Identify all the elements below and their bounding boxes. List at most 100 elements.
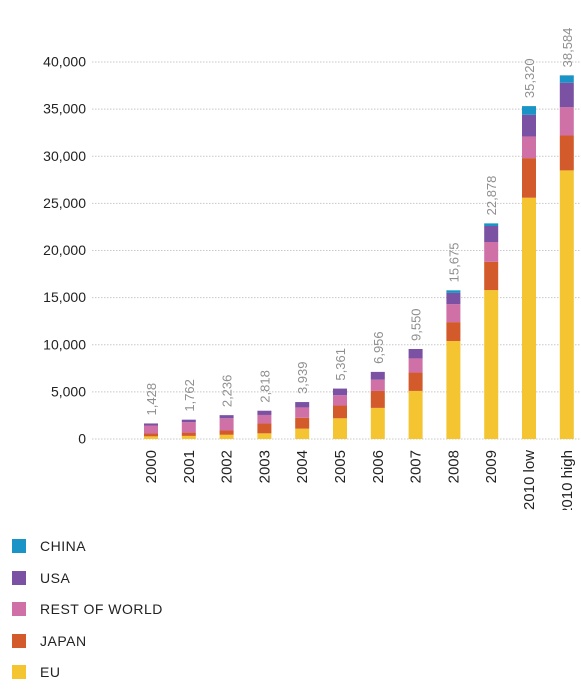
- y-tick-label: 40,000: [43, 54, 86, 70]
- bar-segment: [484, 223, 499, 226]
- legend-item-rest-of-world: REST OF WORLD: [12, 601, 163, 633]
- x-tick-label: 2000: [143, 450, 160, 483]
- bar-segment: [559, 75, 574, 83]
- bar-segment: [295, 407, 310, 418]
- bar-segment: [257, 433, 272, 439]
- total-label: 1,762: [182, 379, 197, 412]
- x-tick-label: 2002: [219, 450, 236, 483]
- bar-segment: [257, 423, 272, 434]
- bar-segment: [144, 433, 158, 437]
- bar-segment: [333, 388, 347, 396]
- bar-segment: [522, 136, 536, 159]
- legend: CHINA USA REST OF WORLD JAPAN EU: [12, 538, 163, 696]
- x-tick-label: 2008: [445, 450, 462, 483]
- bar-segment: [559, 82, 574, 108]
- legend-label: USA: [40, 569, 71, 586]
- bar-segment: [559, 135, 574, 171]
- total-label: 2,236: [220, 375, 235, 408]
- stacked-bar-chart: 0 5,000 10,000 15,000 20,000 25,000 30,000 35,0…: [43, 28, 581, 510]
- legend-swatch-eu: [12, 665, 26, 679]
- bar-segment: [408, 372, 423, 391]
- gridlines: [92, 61, 581, 440]
- bar-segment: [370, 371, 385, 380]
- bar-segment: [370, 390, 385, 408]
- bar-segment: [144, 423, 158, 426]
- x-tick-label: 2004: [294, 450, 311, 483]
- bar-segment: [181, 432, 196, 436]
- bar-segment: [295, 402, 310, 408]
- bar-segment: [522, 158, 536, 198]
- y-tick-label: 25,000: [43, 195, 86, 211]
- bar-segment: [295, 428, 310, 439]
- legend-swatch-rest-of-world: [12, 602, 26, 616]
- legend-label: EU: [40, 664, 61, 680]
- legend-item-usa: USA: [12, 570, 163, 602]
- bar-segment: [484, 242, 499, 262]
- bar-segment: [181, 435, 196, 439]
- bar-segment: [408, 390, 423, 439]
- bar-segment: [370, 379, 385, 391]
- legend-label: CHINA: [40, 538, 87, 554]
- y-tick-label: 30,000: [43, 148, 86, 164]
- bar-segment: [144, 425, 158, 434]
- total-labels: 1,428 1,762 2,236 2,818 3,939 5,361 6,956 9,550…: [144, 28, 575, 416]
- y-tick-label: 20,000: [43, 242, 86, 258]
- y-tick-label: 10,000: [43, 336, 86, 352]
- x-axis-ticks: 2000 2001 2002 2003 2004 2005 2006 2007 2008 2009…: [143, 450, 576, 510]
- bar-segment: [559, 170, 574, 439]
- x-tick-label: 2006: [370, 450, 387, 483]
- bar-segment: [219, 415, 234, 419]
- bar-segment: [446, 322, 461, 341]
- bar-segment: [333, 418, 347, 439]
- x-tick-label: 2003: [256, 450, 273, 483]
- bar-segment: [257, 410, 272, 415]
- total-label: 38,584: [560, 28, 575, 68]
- y-axis-ticks: 0 5,000 10,000 15,000 20,000 25,000 30,000 35,0…: [43, 54, 86, 447]
- total-label: 1,428: [144, 383, 159, 416]
- y-tick-label: 0: [78, 431, 86, 447]
- total-label: 9,550: [409, 308, 424, 341]
- legend-item-japan: JAPAN: [12, 633, 163, 665]
- total-label: 2,818: [257, 370, 272, 403]
- bar-segment: [219, 434, 234, 439]
- bar-segment: [522, 197, 536, 439]
- x-tick-label: 2007: [408, 450, 425, 483]
- legend-label: REST OF WORLD: [40, 601, 163, 617]
- y-tick-label: 35,000: [43, 101, 86, 117]
- bar-segment: [408, 358, 423, 373]
- legend-label: JAPAN: [40, 632, 87, 649]
- bar-segment: [219, 418, 234, 431]
- legend-item-china: CHINA: [12, 538, 163, 570]
- bars: [144, 75, 574, 439]
- bar-segment: [295, 417, 310, 429]
- total-label: 3,939: [295, 362, 310, 395]
- total-label: 15,675: [446, 243, 461, 283]
- bar-segment: [370, 407, 385, 439]
- bar-segment: [219, 430, 234, 435]
- bar-segment: [446, 292, 461, 305]
- x-tick-label: 2010 low: [521, 450, 538, 510]
- total-label: 35,320: [522, 58, 537, 98]
- legend-item-eu: EU: [12, 664, 163, 696]
- x-tick-label: 2005: [332, 450, 349, 483]
- bar-segment: [522, 106, 536, 115]
- y-tick-label: 15,000: [43, 289, 86, 305]
- bar-segment: [484, 225, 499, 243]
- legend-swatch-japan: [12, 633, 26, 648]
- total-label: 5,361: [333, 348, 348, 381]
- bar-segment: [257, 414, 272, 424]
- bar-segment: [144, 436, 158, 439]
- bar-segment: [181, 422, 196, 433]
- bar-segment: [446, 290, 461, 293]
- bar-segment: [559, 107, 574, 136]
- bar-segment: [408, 348, 423, 359]
- bar-segment: [446, 340, 461, 439]
- bar-segment: [333, 405, 347, 419]
- bar-segment: [484, 290, 499, 439]
- legend-swatch-china: [12, 539, 26, 553]
- bar-segment: [181, 419, 196, 423]
- bar-segment: [484, 261, 499, 291]
- bar-segment: [446, 304, 461, 323]
- x-tick-label: 2009: [483, 450, 500, 483]
- bar-segment: [333, 395, 347, 406]
